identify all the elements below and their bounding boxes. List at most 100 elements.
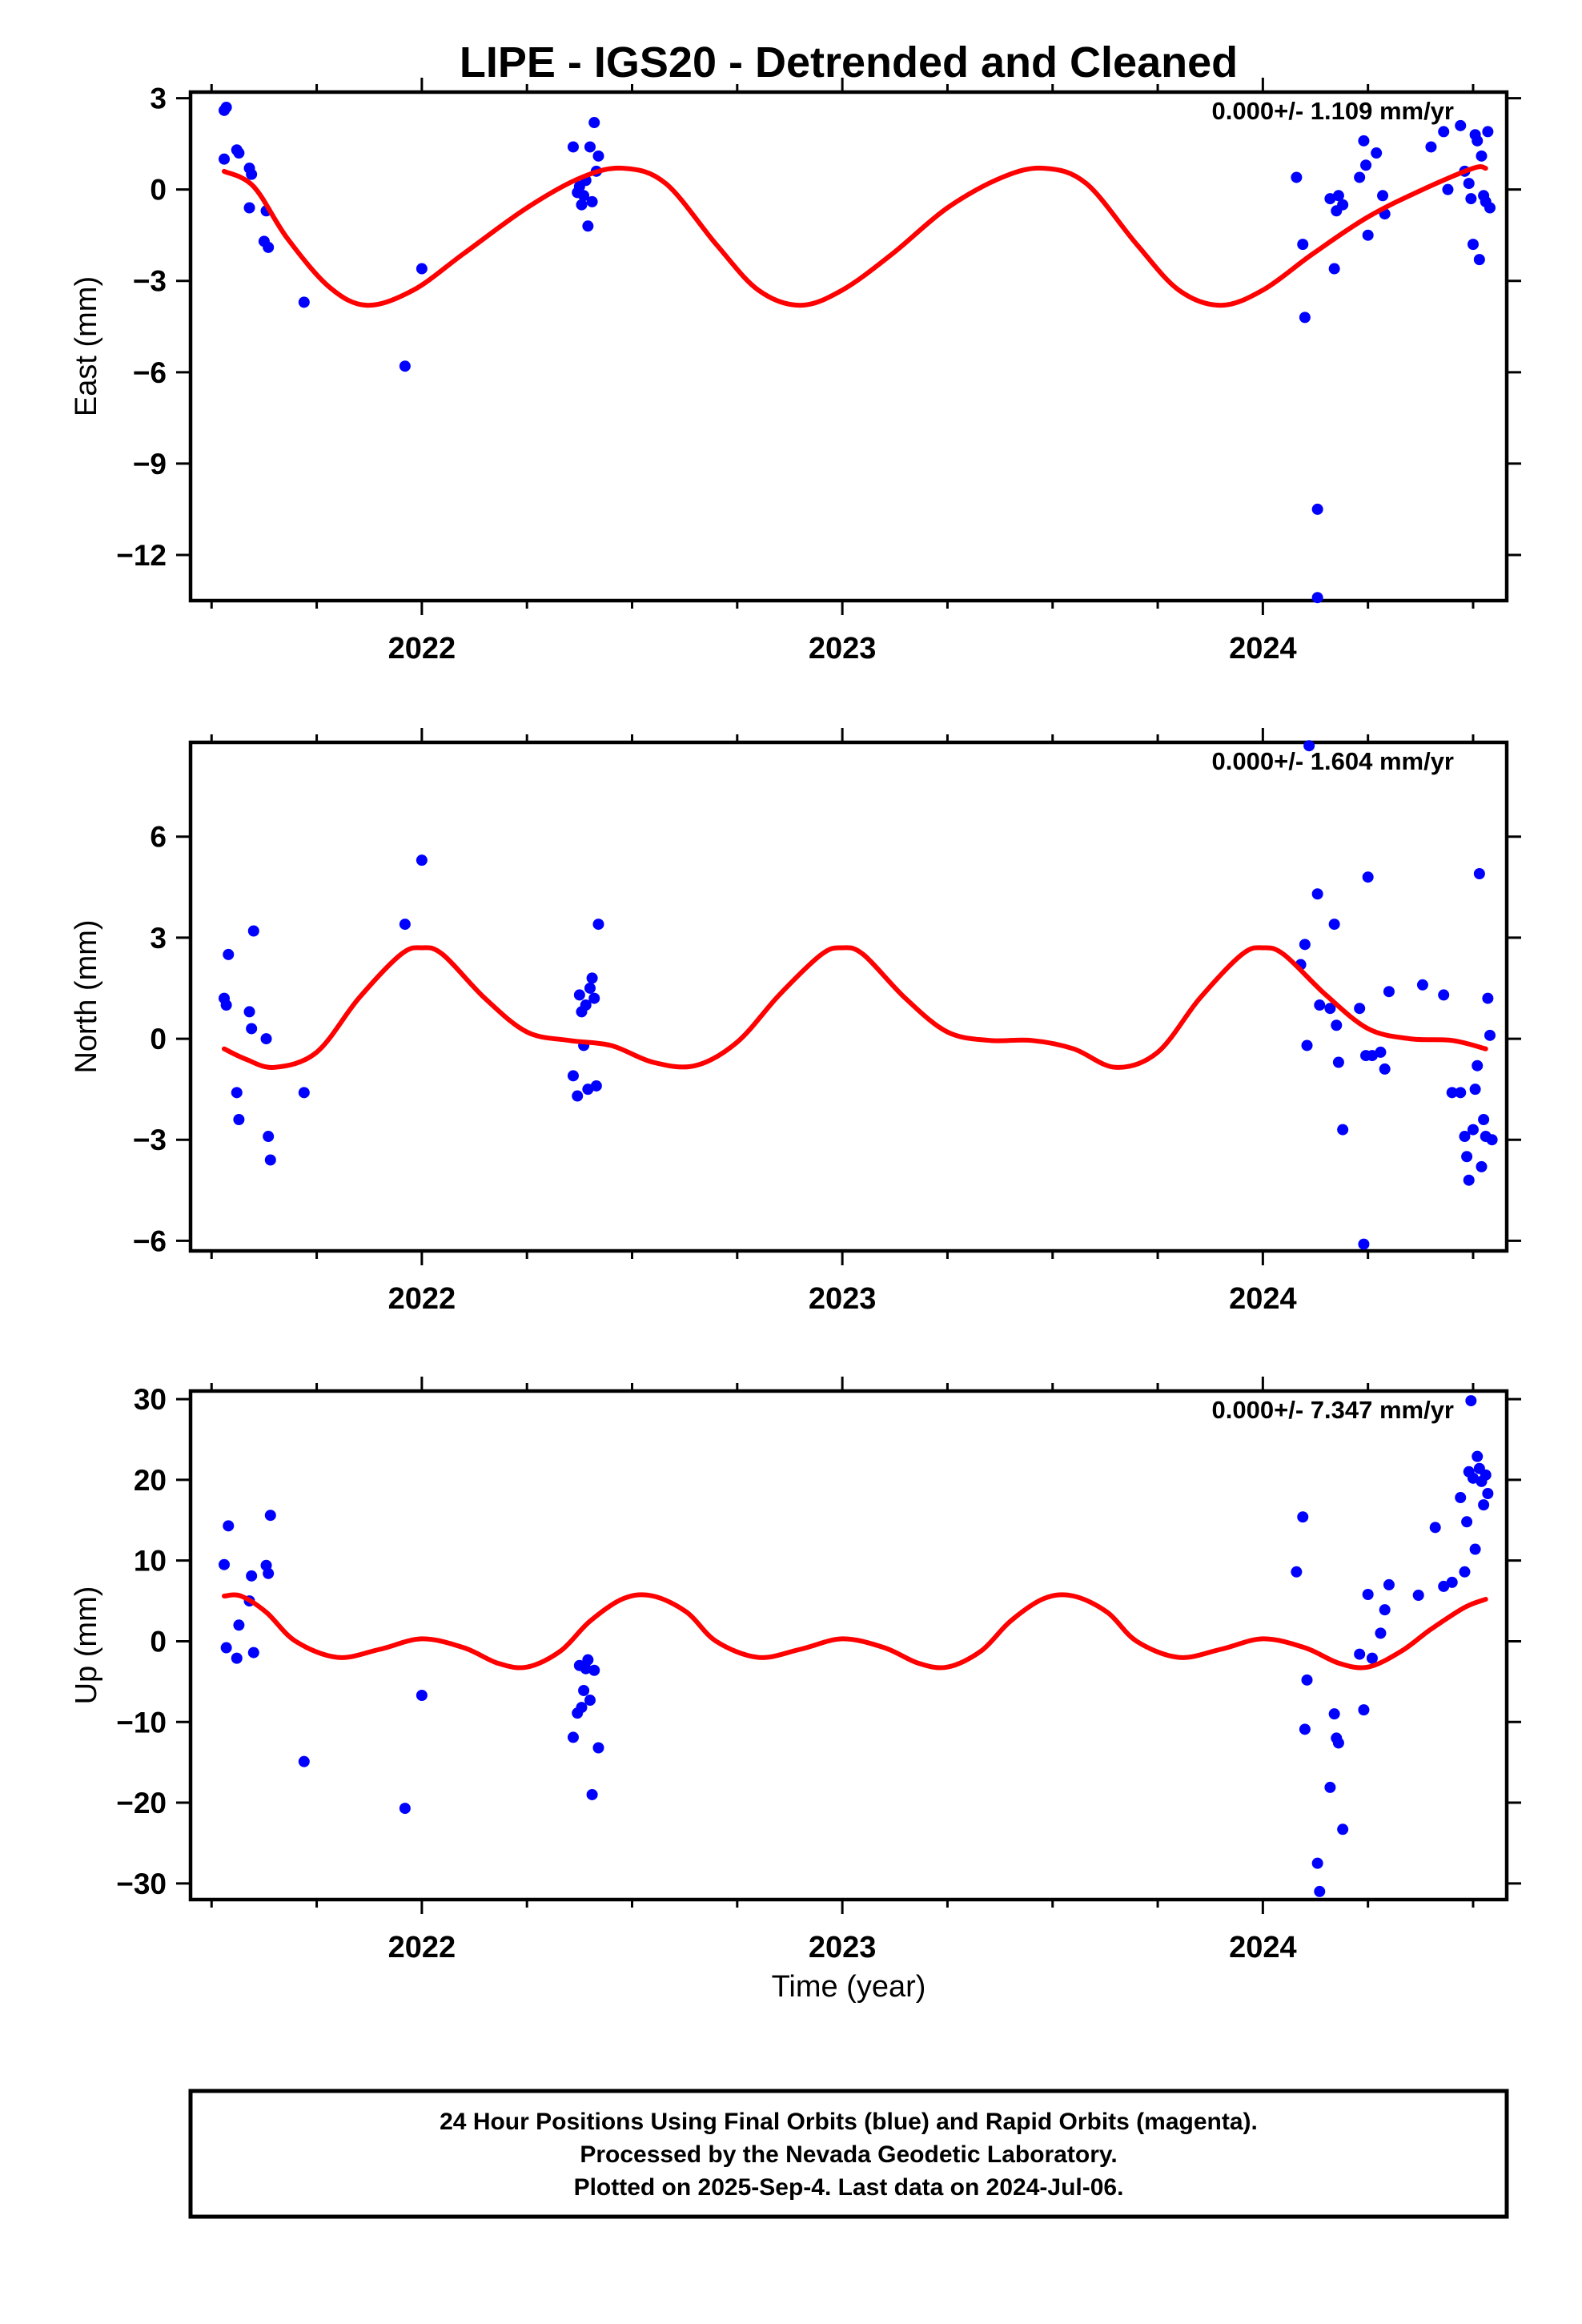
east-data-point <box>233 147 245 159</box>
north-data-point <box>1461 1151 1473 1163</box>
north-data-point <box>1299 939 1311 951</box>
east-data-point <box>246 168 258 180</box>
up-data-point <box>1480 1469 1492 1481</box>
up-data-point <box>576 1702 588 1714</box>
east-data-point <box>1358 135 1370 147</box>
north-data-point <box>1358 1238 1370 1250</box>
up-data-point <box>399 1803 411 1815</box>
north-data-point <box>1459 1131 1471 1143</box>
north-data-point <box>1476 1160 1488 1172</box>
east-data-point <box>578 190 590 202</box>
x-axis-label: Time (year) <box>772 1970 926 2004</box>
north-data-point <box>416 854 428 866</box>
east-data-point <box>1354 171 1366 183</box>
up-data-point <box>1324 1781 1336 1793</box>
up-y-tick-label: 0 <box>150 1625 167 1658</box>
north-y-axis-label: North (mm) <box>70 919 103 1073</box>
up-data-point <box>1383 1578 1395 1590</box>
east-data-point <box>1371 147 1383 159</box>
east-data-point <box>243 202 255 214</box>
up-model-curve <box>222 1592 1488 1671</box>
north-data-point <box>298 1087 310 1099</box>
north-data-point <box>573 989 585 1001</box>
north-data-point <box>1416 979 1428 991</box>
up-data-point <box>1429 1522 1441 1534</box>
north-data-point <box>1337 1124 1349 1136</box>
north-data-point <box>1484 1029 1496 1041</box>
east-data-point <box>1425 141 1437 153</box>
east-data-point <box>219 153 231 165</box>
east-data-point <box>576 199 588 211</box>
north-data-point <box>223 948 235 960</box>
up-data-point <box>1379 1604 1391 1616</box>
east-data-point <box>1297 239 1309 251</box>
north-data-point <box>1438 989 1450 1001</box>
up-data-point <box>246 1570 258 1582</box>
up-frame <box>188 1389 1509 1902</box>
east-data-point <box>1463 178 1475 190</box>
north-data-point <box>586 972 598 984</box>
east-data-point <box>1482 126 1494 138</box>
east-y-tick-label: 0 <box>150 174 167 207</box>
up-y-tick-label: 10 <box>134 1545 167 1578</box>
up-data-point <box>219 1558 231 1570</box>
up-data-point <box>1478 1499 1490 1511</box>
up-data-point <box>1375 1627 1387 1639</box>
north-data-point <box>1328 919 1340 931</box>
up-x-tick-label: 2023 <box>809 1931 877 1964</box>
footer-line-1: 24 Hour Positions Using Final Orbits (bl… <box>440 2109 1258 2135</box>
north-data-point <box>1303 740 1315 752</box>
up-data-point <box>220 1642 232 1654</box>
north-data-point <box>592 919 604 931</box>
north-data-point <box>243 1006 255 1018</box>
east-data-point <box>582 220 594 232</box>
east-data-point <box>1332 190 1344 202</box>
north-y-tick-label: 6 <box>150 821 167 854</box>
east-data-point <box>1337 199 1349 211</box>
east-data-point <box>1360 159 1372 171</box>
north-data-point <box>1379 1063 1391 1075</box>
north-data-point <box>1311 888 1323 900</box>
north-y-tick-label: 3 <box>150 922 167 955</box>
north-panel: 2022 2023 2024 6 3 0 −3 −6 North (mm) 0.000+/- 1.… <box>70 728 1521 1316</box>
east-panel: 2022 2023 2024 3 0 −3 −6 −9 −12 East (mm) 0.000+/-… <box>70 78 1521 665</box>
east-x-tick-label: 2023 <box>809 632 877 665</box>
up-y-tick-label: −30 <box>116 1868 167 1900</box>
north-data-point <box>1331 1019 1343 1031</box>
north-data-point <box>1478 1113 1490 1125</box>
east-data-point <box>1455 119 1467 131</box>
north-y-tick-label: −3 <box>133 1124 167 1156</box>
up-data-point <box>223 1520 235 1532</box>
up-data-point <box>1291 1566 1303 1578</box>
east-data-point <box>1324 193 1336 205</box>
east-model-curve <box>222 164 1488 308</box>
up-data-point <box>1438 1580 1450 1592</box>
footer-box <box>188 2089 1509 2219</box>
north-data-point <box>231 1087 243 1099</box>
east-data-point <box>1438 126 1450 138</box>
up-data-point <box>578 1684 590 1696</box>
east-y-axis-label: East (mm) <box>70 276 103 416</box>
north-data-point <box>1455 1087 1467 1099</box>
east-frame <box>188 90 1509 603</box>
north-x-tick-label: 2023 <box>809 1282 877 1316</box>
east-data-point <box>1311 592 1323 604</box>
east-data-point <box>584 141 596 153</box>
up-y-tick-label: −10 <box>116 1706 167 1739</box>
up-data-point <box>567 1731 579 1743</box>
up-data-point <box>1358 1704 1370 1716</box>
east-data-point <box>1328 263 1340 275</box>
north-data-point <box>233 1113 245 1125</box>
north-x-tick-label: 2024 <box>1229 1282 1297 1316</box>
north-y-tick-label: −6 <box>133 1224 167 1257</box>
north-data-point <box>584 982 596 994</box>
north-data-point <box>1314 999 1326 1011</box>
east-data-point <box>1472 135 1484 147</box>
east-data-point <box>1377 190 1389 202</box>
north-data-point <box>1469 1084 1481 1096</box>
north-model-curve <box>222 945 1488 1070</box>
east-data-point <box>416 263 428 275</box>
up-data-point <box>1314 1885 1326 1897</box>
footer-line-3: Plotted on 2025-Sep-4. Last data on 2024… <box>574 2174 1124 2201</box>
